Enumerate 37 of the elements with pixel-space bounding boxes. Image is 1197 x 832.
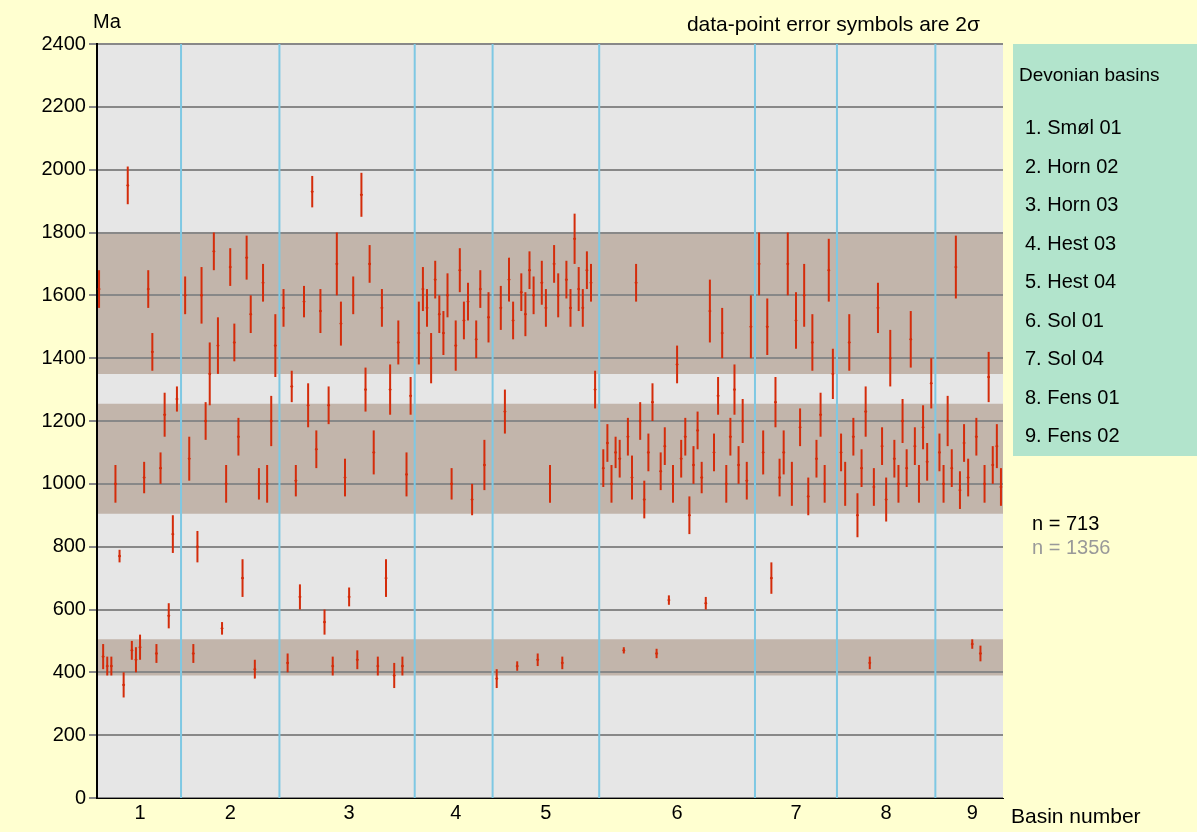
x-axis-title: Basin number <box>1011 804 1141 828</box>
text: n = 713 <box>1032 512 1100 535</box>
y-tick-label: 2400 <box>41 31 86 54</box>
text: n = 1356 <box>1032 536 1111 559</box>
text: 9. Fens 02 <box>1025 424 1120 447</box>
text: 4. Hest 03 <box>1025 231 1117 255</box>
text: 3. Horn 03 <box>1025 193 1119 216</box>
x-tick-label: 7 <box>790 800 802 823</box>
y-tick-label: 1800 <box>41 220 86 243</box>
x-tick-label: 5 <box>540 800 552 823</box>
x-tick-label: 4 <box>450 800 462 823</box>
x-tick-label: 1 <box>134 800 146 823</box>
text: data-point error symbols are 2σ <box>686 12 980 36</box>
x-tick-label: 9 <box>966 800 978 823</box>
y-tick-label: 200 <box>52 722 86 745</box>
y-tick-label: 1400 <box>41 345 86 368</box>
text: Devonian basins <box>1019 64 1160 86</box>
x-tick-label: 6 <box>671 800 683 823</box>
y-tick-label: 400 <box>52 659 86 682</box>
text: 7. Sol 04 <box>1025 347 1104 370</box>
x-tick-label: 8 <box>880 800 892 823</box>
text: 2. Horn 02 <box>1025 154 1119 178</box>
text: 8. Fens 01 <box>1025 385 1120 409</box>
x-tick-label: 2 <box>224 800 236 823</box>
text: 5. Hest 04 <box>1025 270 1117 293</box>
x-tick-label: 3 <box>343 800 355 823</box>
y-tick-label: 2000 <box>41 157 86 180</box>
y-tick-label: 0 <box>74 785 86 808</box>
y-tick-label: 800 <box>52 534 86 557</box>
text: 6. Sol 01 <box>1025 308 1104 332</box>
y-tick-label: 600 <box>52 597 86 620</box>
y-tick-label: 1200 <box>41 408 86 431</box>
y-tick-label: 1600 <box>41 282 86 305</box>
text: 1. Smøl 01 <box>1025 116 1122 139</box>
y-axis-title: Ma <box>93 10 121 33</box>
y-tick-label: 1000 <box>41 471 86 494</box>
y-tick-label: 2200 <box>41 94 86 117</box>
